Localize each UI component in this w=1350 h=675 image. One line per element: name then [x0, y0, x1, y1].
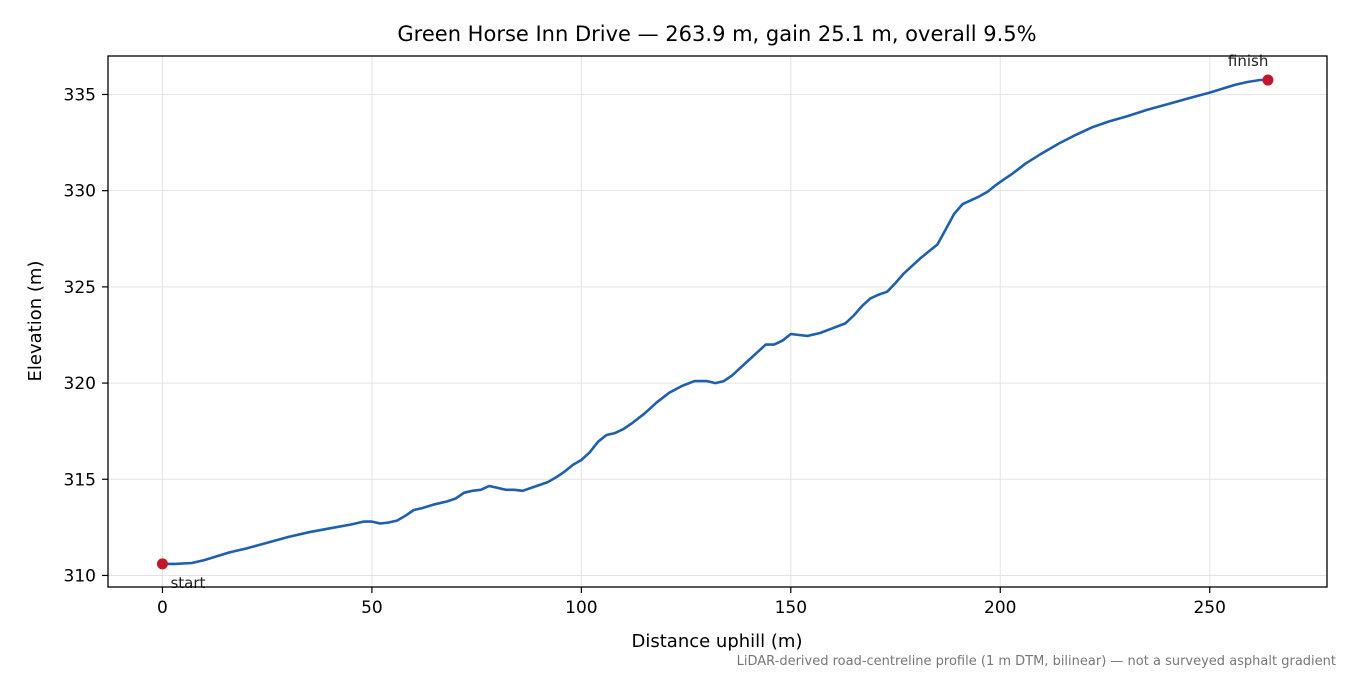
finish-label: finish: [1228, 52, 1268, 70]
y-axis-title: Elevation (m): [25, 261, 46, 382]
x-tick-label: 50: [361, 598, 383, 618]
grid-lines: [108, 56, 1327, 587]
y-tick-label: 335: [64, 85, 96, 105]
chart-footnote: LiDAR-derived road-centreline profile (1…: [737, 654, 1336, 669]
y-tick-label: 325: [64, 278, 96, 298]
x-tick-label: 100: [565, 598, 597, 618]
x-tick-label: 150: [775, 598, 807, 618]
y-tick-label: 330: [64, 182, 96, 202]
x-tick-label: 200: [984, 598, 1016, 618]
y-axis-ticks: 310 315 320 325 330 335: [64, 85, 108, 586]
y-tick-label: 310: [64, 566, 96, 586]
x-axis-title: Distance uphill (m): [632, 631, 803, 652]
start-marker: [156, 558, 168, 570]
finish-marker: [1262, 74, 1274, 86]
series-layer: [161, 78, 1270, 566]
chart-title: Green Horse Inn Drive — 263.9 m, gain 25…: [397, 22, 1036, 46]
marker-layer: start finish: [156, 52, 1274, 592]
plot-frame: [107, 55, 1328, 588]
start-label: start: [170, 574, 205, 592]
y-tick-label: 320: [64, 374, 96, 394]
x-axis-ticks: 0 50 100 150 200 250: [157, 587, 1226, 618]
x-tick-label: 0: [157, 598, 168, 618]
elevation-line: [161, 78, 1270, 566]
y-tick-label: 315: [64, 470, 96, 490]
x-tick-label: 250: [1193, 598, 1225, 618]
